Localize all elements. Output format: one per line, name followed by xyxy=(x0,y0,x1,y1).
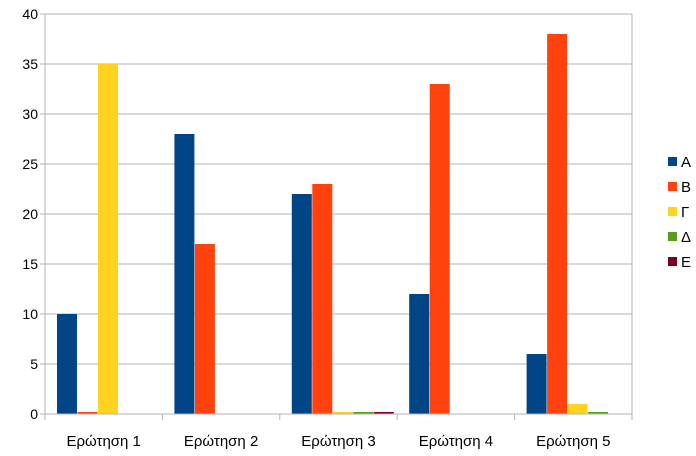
bar xyxy=(312,184,333,414)
legend-label: A xyxy=(681,154,691,171)
bar xyxy=(291,194,312,414)
y-tick-label: 25 xyxy=(22,156,38,172)
y-tick-label: 35 xyxy=(22,56,38,72)
y-tick-label: 15 xyxy=(22,256,38,272)
x-tick-label: Ερώτηση 2 xyxy=(184,433,258,450)
bar xyxy=(353,412,374,414)
bar xyxy=(174,134,195,414)
bar xyxy=(547,34,568,414)
legend-label: Δ xyxy=(681,229,691,246)
bar xyxy=(57,314,77,414)
legend-label: E xyxy=(681,254,691,271)
legend-swatch xyxy=(668,157,677,166)
y-tick-label: 40 xyxy=(22,6,38,22)
bar xyxy=(194,244,215,414)
bar xyxy=(98,64,118,414)
x-tick-labels: Ερώτηση 1 Ερώτηση 2 Ερώτηση 3 Ερώτηση 4 Ερώτ… xyxy=(66,433,610,450)
legend-swatch xyxy=(668,232,677,241)
bar xyxy=(77,412,98,414)
y-tick-labels: 0 5 10 15 20 25 30 35 40 xyxy=(22,6,38,422)
y-tick-label: 0 xyxy=(30,406,38,422)
x-tick-label: Ερώτηση 1 xyxy=(66,433,140,450)
axes xyxy=(40,13,633,420)
legend-swatch xyxy=(668,207,677,216)
y-tick-label: 5 xyxy=(30,356,38,372)
bar xyxy=(588,412,609,414)
x-tick-label: Ερώτηση 3 xyxy=(301,433,375,450)
bar xyxy=(429,84,450,414)
legend-swatch xyxy=(668,182,677,191)
gridlines xyxy=(44,13,633,415)
legend-label: B xyxy=(681,179,691,196)
y-tick-label: 30 xyxy=(22,106,38,122)
legend-swatch xyxy=(668,257,677,266)
bar xyxy=(567,404,588,414)
bar xyxy=(373,412,394,414)
legend-label: Γ xyxy=(681,204,689,221)
bar xyxy=(332,412,353,414)
bar xyxy=(526,354,547,414)
x-tick-label: Ερώτηση 5 xyxy=(536,433,610,450)
y-tick-label: 10 xyxy=(22,306,38,322)
y-tick-label: 20 xyxy=(22,206,38,222)
bar xyxy=(409,294,430,414)
bars xyxy=(57,34,609,414)
x-tick-label: Ερώτηση 4 xyxy=(419,433,493,450)
